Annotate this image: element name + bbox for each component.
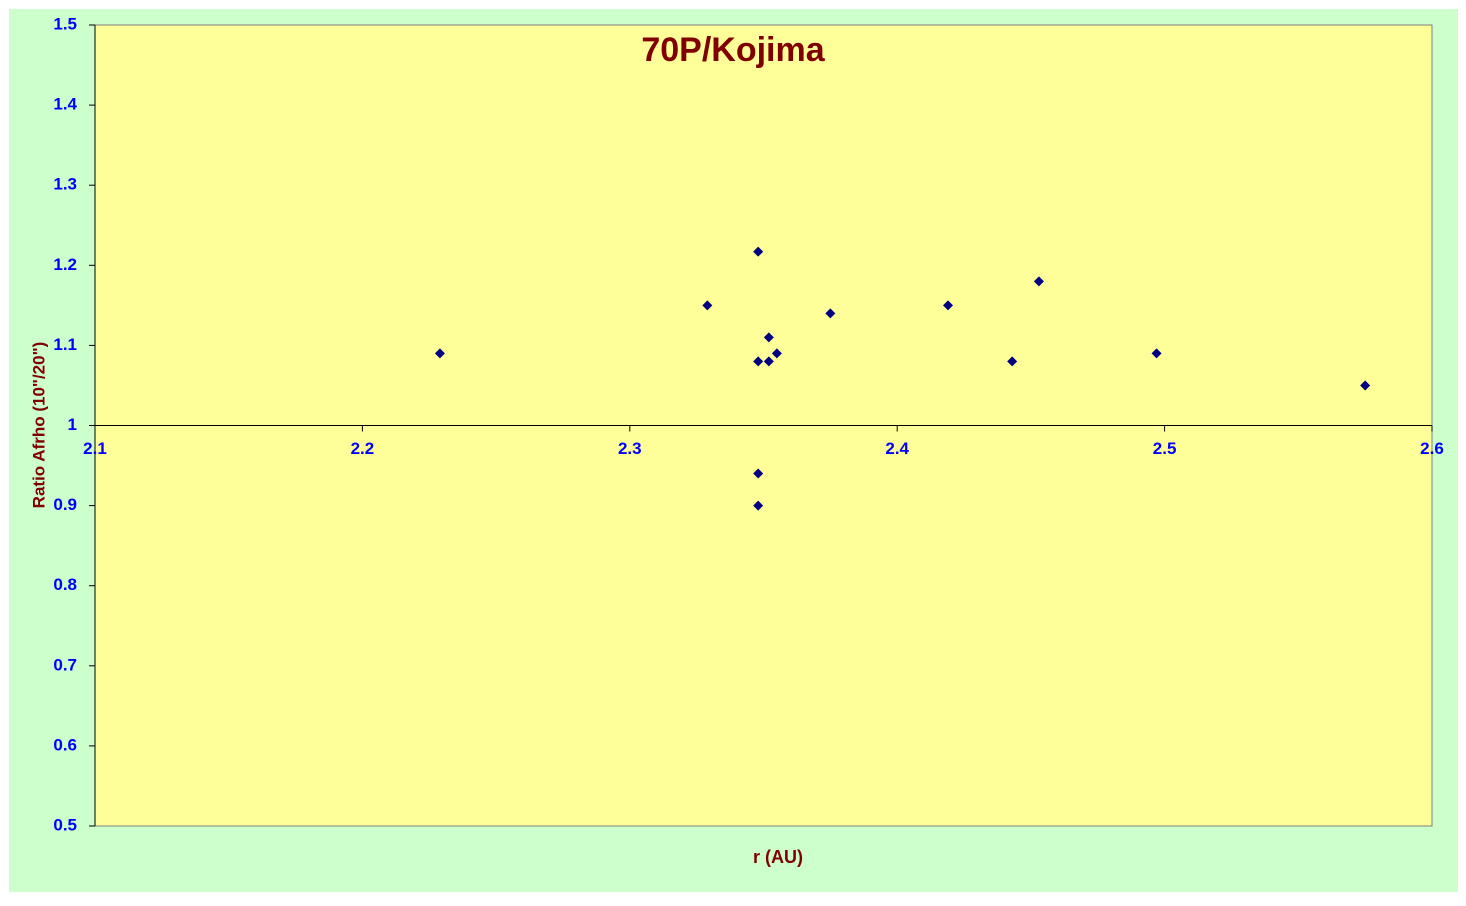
y-tick-label: 1 [68,415,77,434]
x-tick-label: 2.3 [618,439,642,458]
point [1033,276,1044,287]
x-tick-label: 2.6 [1420,439,1444,458]
x-tick-label: 2.1 [83,439,107,458]
point [434,348,445,359]
y-tick-label: 1.1 [53,335,77,354]
x-axis-label: r (AU) [753,847,803,867]
y-tick-label: 0.8 [53,575,77,594]
point [753,500,764,511]
point [825,308,836,319]
point [753,468,764,479]
y-axis-label: Ratio Afrho (10"/20") [29,342,48,509]
point [702,300,713,311]
point [771,348,782,359]
y-tick-label: 0.5 [53,815,77,834]
x-tick-label: 2.5 [1153,439,1177,458]
point [943,300,954,311]
y-tick-label: 1.2 [53,255,77,274]
point [1360,380,1371,391]
chart-title: 70P/Kojima [641,31,825,69]
point [1007,356,1018,367]
y-tick-label: 0.6 [53,735,77,754]
y-tick-label: 1.4 [53,95,77,114]
y-tick-label: 1.5 [53,14,77,33]
y-tick-label: 0.9 [53,495,77,514]
point [763,332,774,343]
x-tick-label: 2.4 [885,439,909,458]
point [1151,348,1162,359]
point [763,356,774,367]
point [753,356,764,367]
x-tick-label: 2.2 [351,439,375,458]
y-tick-label: 0.7 [53,655,77,674]
point [753,246,764,257]
y-tick-label: 1.3 [53,175,77,194]
